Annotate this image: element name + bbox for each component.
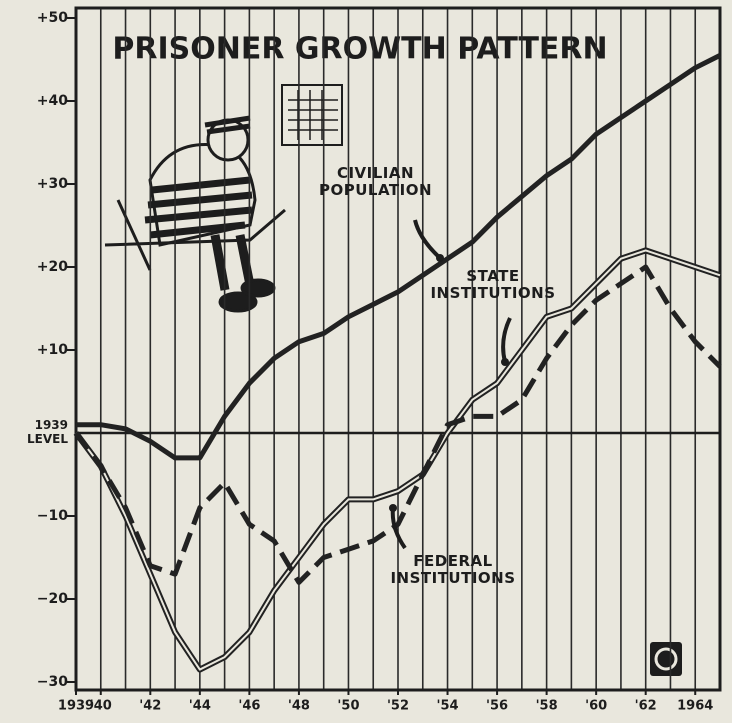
pointer-arrow [503, 318, 510, 362]
x-tick-label: '58 [536, 699, 558, 714]
pointer-head [389, 504, 397, 512]
x-tick-label: '60 [585, 699, 607, 714]
x-tick-label: '50 [337, 699, 359, 714]
page: PRISONER GROWTH PATTERN 1939'40 '42 '44 '46… [0, 0, 732, 723]
x-tick-label: '44 [189, 699, 211, 714]
x-tick-label: '62 [635, 699, 657, 714]
x-tick-label: 1939 [58, 699, 94, 714]
logo [650, 642, 682, 676]
chart: PRISONER GROWTH PATTERN 1939'40 '42 '44 '46… [0, 0, 732, 723]
x-tick-label: 1964 [677, 699, 713, 714]
grid [76, 8, 720, 690]
x-tick-label: '52 [387, 699, 409, 714]
series-label: CIVILIAN POPULATION [308, 165, 443, 200]
y-tick-label: −20 [4, 591, 68, 607]
y-tick-label: +40 [4, 93, 68, 109]
y-tick-label: −10 [4, 508, 68, 524]
y-tick-label: +10 [4, 342, 68, 358]
x-tick-label: '48 [288, 699, 310, 714]
y-tick-label: +20 [4, 259, 68, 275]
y-tick-label: +30 [4, 176, 68, 192]
x-tick-label: '56 [486, 699, 508, 714]
x-tick-label: '46 [238, 699, 260, 714]
y-tick-label: +50 [4, 10, 68, 26]
pointer-arrow [415, 220, 440, 258]
y-tick-label: 1939 LEVEL [4, 419, 68, 447]
series-label: FEDERAL INSTITUTIONS [378, 553, 528, 588]
y-tick-label: −30 [4, 674, 68, 690]
x-tick-label: '42 [139, 699, 161, 714]
prisoner-cartoon [105, 85, 342, 311]
x-tick-label: '54 [436, 699, 458, 714]
chart-title: PRISONER GROWTH PATTERN [112, 32, 607, 67]
series-label: STATE INSTITUTIONS [418, 268, 568, 303]
pointer-head [436, 254, 444, 262]
x-tick-label: '40 [90, 699, 112, 714]
pointer-head [501, 358, 509, 366]
